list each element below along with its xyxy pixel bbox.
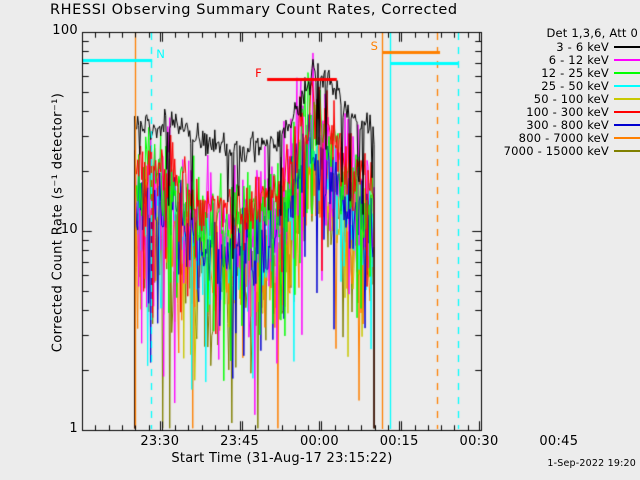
legend-item: 7000 - 15000 keV	[487, 143, 640, 158]
x-tick-label: 00:45	[539, 434, 579, 449]
legend-color-swatch	[614, 136, 640, 139]
legend-item-label: 25 - 50 keV	[541, 78, 609, 93]
legend-item-label: 800 - 7000 keV	[518, 130, 609, 145]
legend-item-label: 50 - 100 keV	[533, 91, 609, 106]
legend-item-label: 3 - 6 keV	[556, 39, 609, 54]
legend: Det 1,3,6, Att 0 3 - 6 keV 6 - 12 keV 12 -…	[487, 26, 640, 158]
legend-item-label: 7000 - 15000 keV	[503, 143, 609, 158]
annotation-marker-s: S	[370, 39, 378, 54]
x-tick-label: 00:30	[459, 434, 499, 449]
x-axis-label: Start Time (31-Aug-17 23:15:22)	[171, 451, 393, 466]
page-title: RHESSI Observing Summary Count Rates, Co…	[50, 2, 458, 18]
legend-item: 300 - 800 keV	[487, 117, 640, 132]
legend-color-swatch	[614, 45, 640, 48]
legend-item-label: 100 - 300 keV	[526, 104, 609, 119]
legend-item: 50 - 100 keV	[487, 91, 640, 106]
legend-item-label: 6 - 12 keV	[548, 52, 609, 67]
legend-entries: 3 - 6 keV 6 - 12 keV 12 - 25 keV 25 - 50 ke…	[487, 39, 640, 158]
y-tick-label: 10	[60, 222, 78, 237]
legend-color-swatch	[614, 110, 640, 113]
legend-item-label: 12 - 25 keV	[541, 65, 609, 80]
x-tick-label: 23:30	[140, 434, 180, 449]
legend-color-swatch	[614, 149, 640, 152]
legend-color-swatch	[614, 71, 640, 74]
legend-item-label: 300 - 800 keV	[526, 117, 609, 132]
legend-item: 6 - 12 keV	[487, 52, 640, 67]
y-tick-label: 1	[69, 421, 78, 436]
legend-item: 12 - 25 keV	[487, 65, 640, 80]
x-tick-label: 00:00	[299, 434, 339, 449]
annotation-marker-f: F	[255, 66, 262, 81]
legend-color-swatch	[614, 97, 640, 100]
x-tick-label: 23:45	[220, 434, 260, 449]
legend-item: 25 - 50 keV	[487, 78, 640, 93]
legend-item: 3 - 6 keV	[487, 39, 640, 54]
y-tick-label: 100	[52, 23, 78, 38]
x-tick-label: 00:15	[379, 434, 419, 449]
annotation-marker-n: N	[156, 47, 165, 62]
legend-item: 100 - 300 keV	[487, 104, 640, 119]
legend-color-swatch	[614, 58, 640, 61]
legend-color-swatch	[614, 123, 640, 126]
legend-color-swatch	[614, 84, 640, 87]
generation-timestamp: 1-Sep-2022 19:20	[547, 458, 636, 469]
legend-header: Det 1,3,6, Att 0	[546, 26, 638, 40]
legend-item: 800 - 7000 keV	[487, 130, 640, 145]
